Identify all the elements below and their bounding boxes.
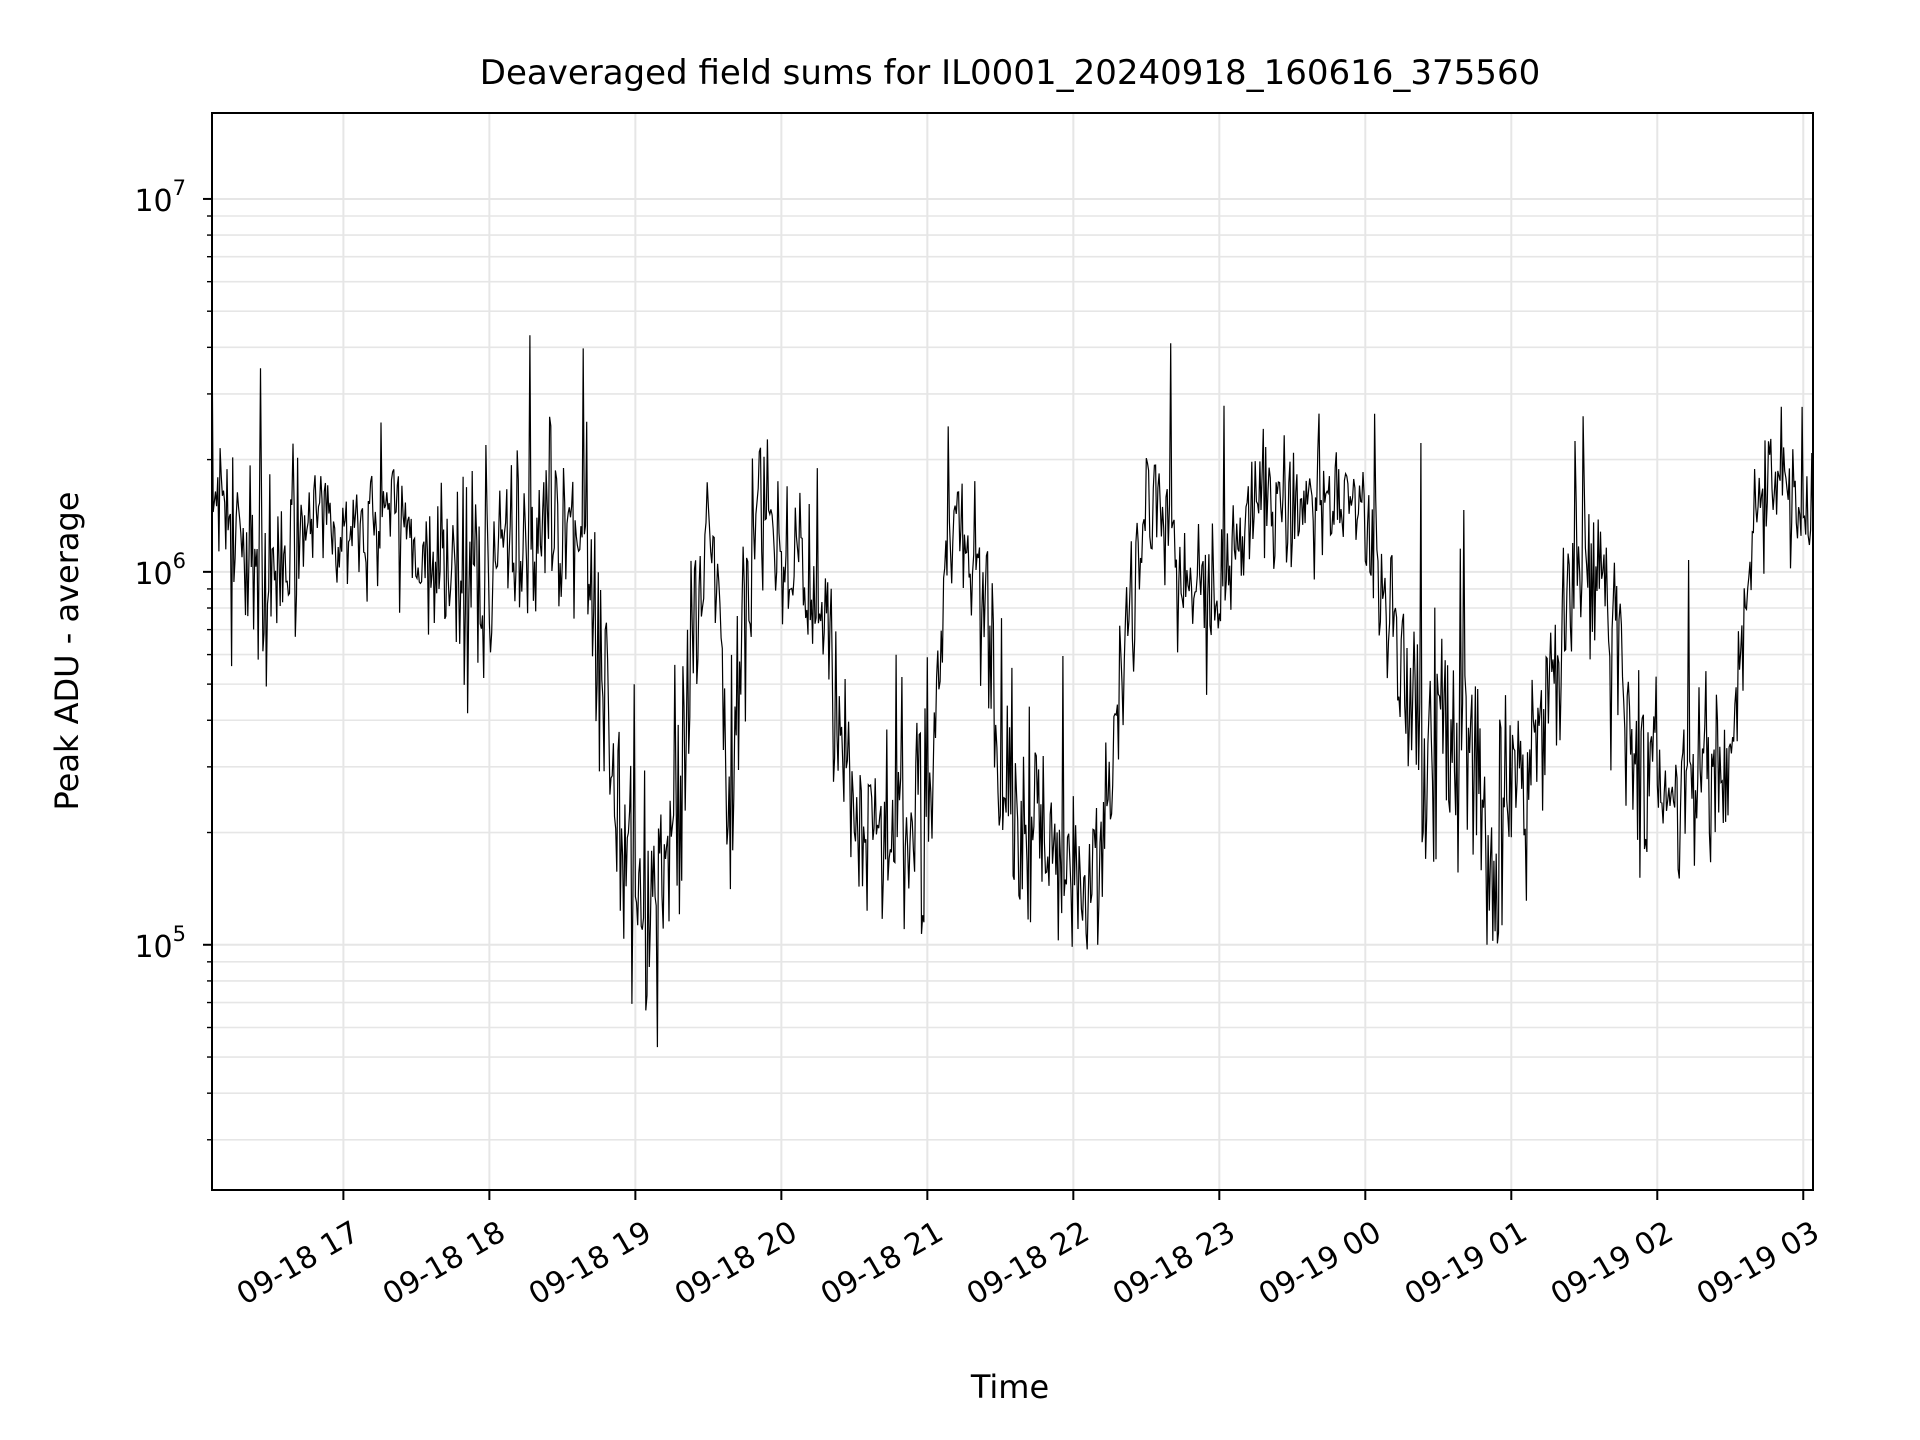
x-axis-ticks: 09-18 17 09-18 18 09-18 19 09-18 20 09-18 21… [231,1190,1825,1312]
y-axis-ticks: 105 106 107 [134,176,212,1141]
x-tick-label: 09-18 19 [523,1215,657,1313]
x-tick-label: 09-19 03 [1691,1215,1825,1313]
grid-lines [212,113,1813,1190]
x-tick-label: 09-18 18 [377,1215,511,1313]
x-tick-label: 09-18 17 [231,1215,365,1313]
y-tick-label: 105 [134,922,186,965]
x-tick-label: 09-19 02 [1545,1215,1679,1313]
x-axis-label: Time [970,1368,1049,1406]
series-path [211,326,1814,1048]
x-tick-label: 09-19 00 [1253,1215,1387,1313]
x-tick-label: 09-18 21 [815,1215,949,1313]
x-tick-label: 09-18 20 [669,1215,803,1313]
y-tick-label: 107 [134,176,186,219]
y-tick-label: 106 [134,549,186,592]
plot-frame [211,112,1814,1191]
chart-title: Deaveraged field sums for IL0001_2024091… [480,53,1540,93]
series-line [211,326,1814,1048]
x-tick-label: 09-19 01 [1399,1215,1533,1313]
y-axis-label: Peak ADU - average [48,492,86,811]
x-tick-label: 09-18 22 [961,1215,1095,1313]
x-tick-label: 09-18 23 [1107,1215,1241,1313]
